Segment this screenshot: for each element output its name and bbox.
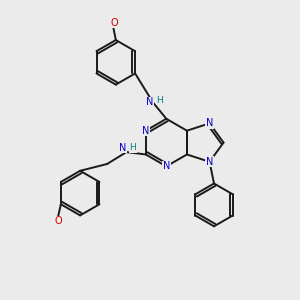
Text: N: N <box>206 157 213 167</box>
Text: H: H <box>156 96 163 105</box>
Text: N: N <box>119 142 127 153</box>
Text: N: N <box>146 98 153 107</box>
Text: O: O <box>54 216 62 226</box>
Text: N: N <box>206 118 213 128</box>
Text: N: N <box>163 161 170 171</box>
Text: H: H <box>130 143 136 152</box>
Text: N: N <box>142 126 149 136</box>
Text: O: O <box>110 18 118 28</box>
